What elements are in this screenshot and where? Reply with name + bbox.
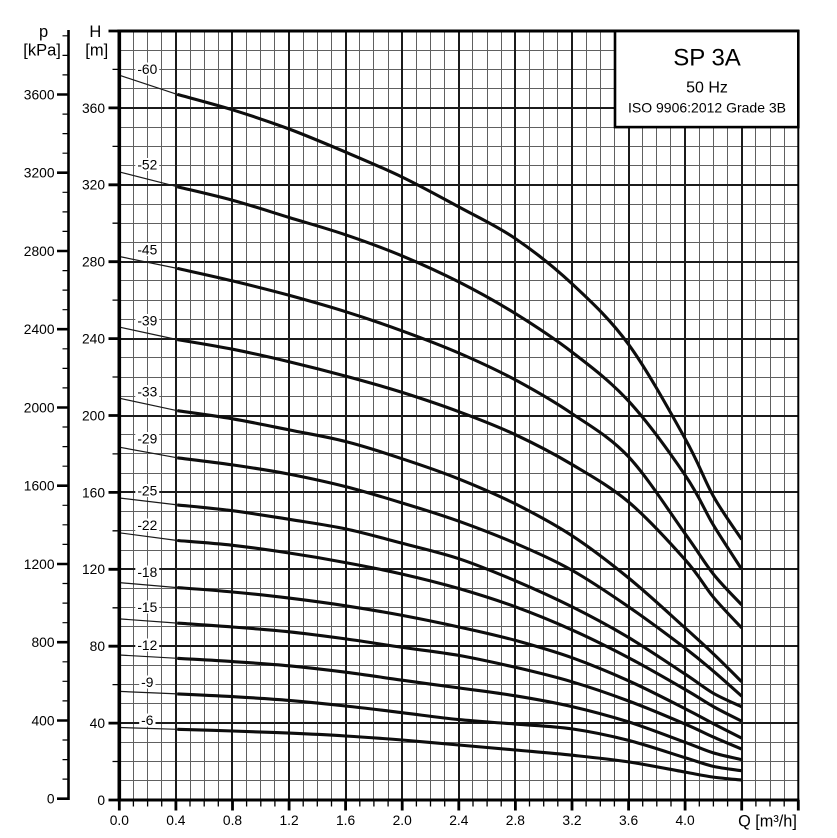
svg-text:[kPa]: [kPa] <box>23 41 61 59</box>
svg-text:Q [m³/h]: Q [m³/h] <box>738 813 797 831</box>
svg-text:3200: 3200 <box>24 166 55 181</box>
svg-text:2.8: 2.8 <box>506 813 526 828</box>
svg-text:0: 0 <box>47 792 55 807</box>
svg-text:360: 360 <box>82 101 105 116</box>
svg-text:320: 320 <box>82 178 105 193</box>
svg-text:160: 160 <box>82 485 105 500</box>
svg-text:H: H <box>89 23 101 41</box>
svg-text:80: 80 <box>90 639 106 654</box>
svg-text:-22: -22 <box>137 518 157 533</box>
svg-text:-25: -25 <box>137 483 157 498</box>
svg-text:2800: 2800 <box>24 244 55 259</box>
svg-text:-60: -60 <box>137 62 157 77</box>
svg-text:[m]: [m] <box>85 41 108 59</box>
svg-text:120: 120 <box>82 562 105 577</box>
svg-text:2000: 2000 <box>24 400 55 415</box>
svg-text:0.4: 0.4 <box>166 813 186 828</box>
svg-text:50 Hz: 50 Hz <box>686 80 728 97</box>
svg-text:-15: -15 <box>137 600 157 615</box>
svg-text:2.4: 2.4 <box>449 813 469 828</box>
svg-text:-29: -29 <box>137 431 157 446</box>
svg-text:-45: -45 <box>137 242 157 257</box>
svg-text:240: 240 <box>82 332 105 347</box>
svg-text:3.2: 3.2 <box>562 813 581 828</box>
svg-text:1.2: 1.2 <box>280 813 299 828</box>
svg-text:0.8: 0.8 <box>223 813 243 828</box>
svg-text:4.0: 4.0 <box>676 813 696 828</box>
svg-text:3600: 3600 <box>24 87 55 102</box>
svg-text:40: 40 <box>90 716 106 731</box>
svg-text:ISO 9906:2012 Grade 3B: ISO 9906:2012 Grade 3B <box>628 100 786 116</box>
svg-text:-6: -6 <box>141 713 154 728</box>
svg-text:-33: -33 <box>137 384 157 399</box>
svg-text:1.6: 1.6 <box>336 813 356 828</box>
svg-text:200: 200 <box>82 408 105 423</box>
svg-text:p: p <box>39 23 48 41</box>
svg-text:0.0: 0.0 <box>110 813 130 828</box>
svg-text:400: 400 <box>31 713 54 728</box>
svg-text:1600: 1600 <box>24 479 55 494</box>
svg-text:-18: -18 <box>137 565 157 580</box>
svg-text:0: 0 <box>97 793 105 808</box>
svg-text:3.6: 3.6 <box>619 813 639 828</box>
svg-text:-52: -52 <box>137 157 157 172</box>
svg-text:2400: 2400 <box>24 322 55 337</box>
svg-text:280: 280 <box>82 255 105 270</box>
svg-text:2.0: 2.0 <box>393 813 413 828</box>
svg-text:-12: -12 <box>137 638 157 653</box>
svg-text:SP 3A: SP 3A <box>673 45 741 72</box>
svg-text:800: 800 <box>31 635 54 650</box>
svg-text:-9: -9 <box>141 675 154 690</box>
svg-text:-39: -39 <box>137 313 157 328</box>
svg-text:1200: 1200 <box>24 557 55 572</box>
